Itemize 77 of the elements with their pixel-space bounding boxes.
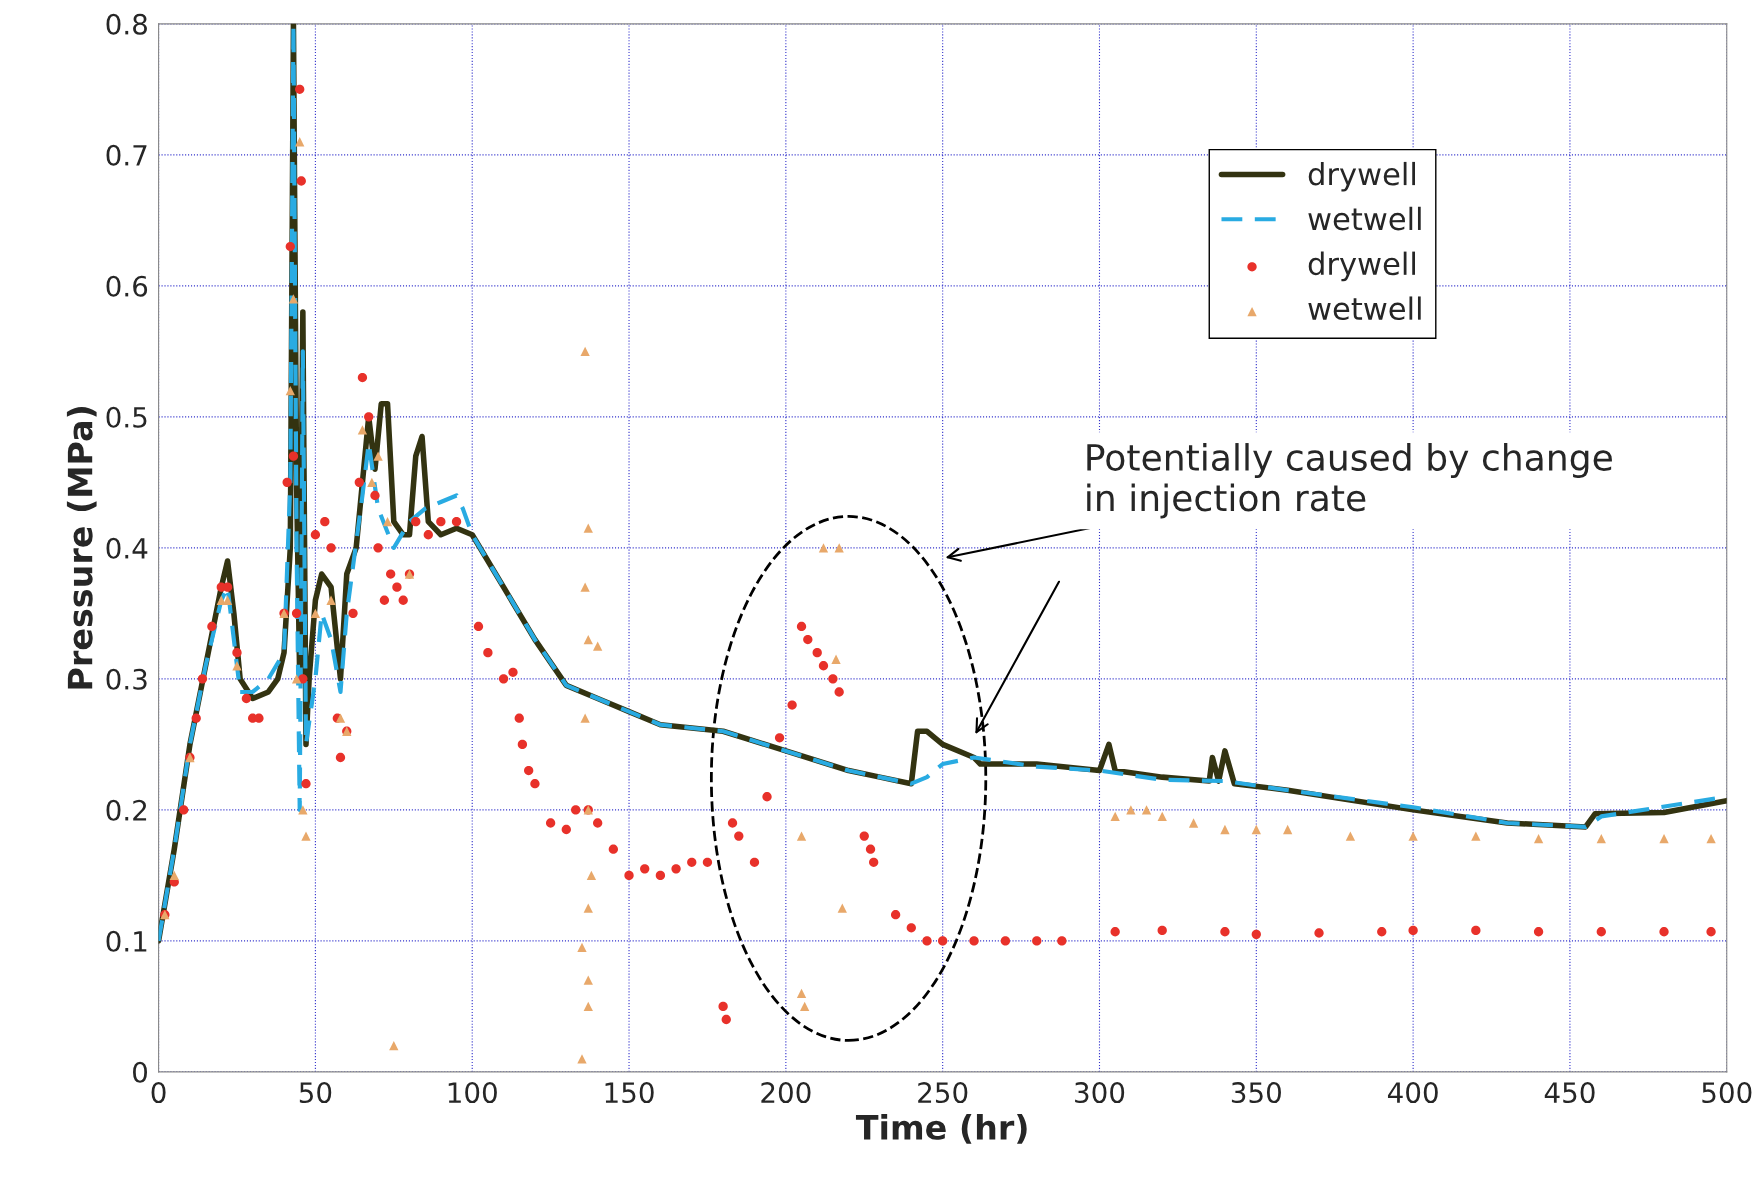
point: [1251, 824, 1261, 835]
y-tick-label: 0.2: [106, 799, 147, 821]
x-tick-label: 200: [761, 1082, 811, 1104]
point: [1220, 824, 1230, 835]
point: [796, 831, 807, 841]
point: [1596, 834, 1606, 844]
y-tick-label: 0.8: [106, 13, 147, 35]
y-tick-label: 0.7: [106, 144, 147, 166]
point: [831, 654, 841, 664]
point: [580, 346, 590, 356]
point: [1283, 824, 1293, 835]
point: [1126, 805, 1136, 815]
y-tick-label: 0.4: [106, 537, 148, 559]
point: [583, 903, 593, 913]
point: [382, 517, 393, 527]
point: [577, 942, 587, 953]
y-tick-label: 0.6: [106, 275, 148, 297]
point: [1471, 831, 1481, 841]
x-tick-label: 50: [299, 1082, 332, 1104]
point: [577, 1054, 587, 1064]
point: [335, 713, 346, 723]
point: [1706, 834, 1716, 844]
point: [291, 674, 302, 684]
point: [593, 641, 603, 651]
legend-label: drywell: [1308, 161, 1415, 192]
point: [1188, 818, 1199, 828]
point: [295, 137, 305, 147]
point: [310, 608, 321, 619]
point: [1345, 831, 1356, 841]
point: [389, 1041, 399, 1051]
point: [1659, 834, 1669, 844]
point: [580, 582, 590, 592]
x-tick-label: 450: [1544, 1082, 1595, 1104]
point: [288, 294, 299, 304]
point: [818, 543, 829, 553]
point: [357, 425, 368, 435]
point: [169, 870, 179, 881]
y-tick-label: 0.1: [106, 930, 147, 952]
point: [1533, 834, 1544, 844]
x-tick-label: 150: [605, 1082, 654, 1104]
x-tick-label: 400: [1387, 1082, 1438, 1104]
y-tick-label: 0.3: [106, 668, 147, 690]
point: [834, 543, 844, 553]
legend-label: wetwell: [1308, 206, 1421, 231]
point: [1157, 811, 1167, 822]
x-axis-title: Time (hr): [855, 1114, 1027, 1144]
legend-label: wetwell: [1308, 296, 1421, 321]
point: [298, 805, 308, 815]
point: [285, 385, 295, 396]
y-tick-label: 0.5: [106, 406, 147, 428]
point: [583, 523, 593, 533]
point: [796, 988, 807, 998]
point: [583, 975, 593, 985]
point: [583, 1001, 593, 1012]
point: [1110, 811, 1120, 822]
point: [1408, 831, 1418, 841]
x-tick-label: 0: [151, 1082, 166, 1104]
point: [800, 1001, 810, 1012]
x-tick-label: 300: [1075, 1082, 1125, 1104]
x-tick-label: 100: [448, 1082, 497, 1104]
point: [326, 595, 336, 605]
point: [580, 713, 590, 723]
point: [586, 870, 597, 881]
x-tick-label: 250: [918, 1082, 968, 1104]
point: [301, 831, 311, 841]
point: [373, 451, 383, 461]
point: [583, 634, 593, 645]
point: [367, 477, 377, 488]
point: [1141, 805, 1152, 815]
point: [232, 661, 242, 671]
point: [837, 903, 847, 913]
y-axis-title: Pressure (MPa): [66, 407, 97, 689]
x-tick-label: 500: [1702, 1082, 1752, 1104]
y-tick-label: 0: [133, 1061, 148, 1083]
legend-label: drywell: [1308, 251, 1415, 282]
annotation: Potentially caused by change in injection rate: [1087, 443, 1612, 519]
x-tick-label: 350: [1231, 1082, 1281, 1104]
